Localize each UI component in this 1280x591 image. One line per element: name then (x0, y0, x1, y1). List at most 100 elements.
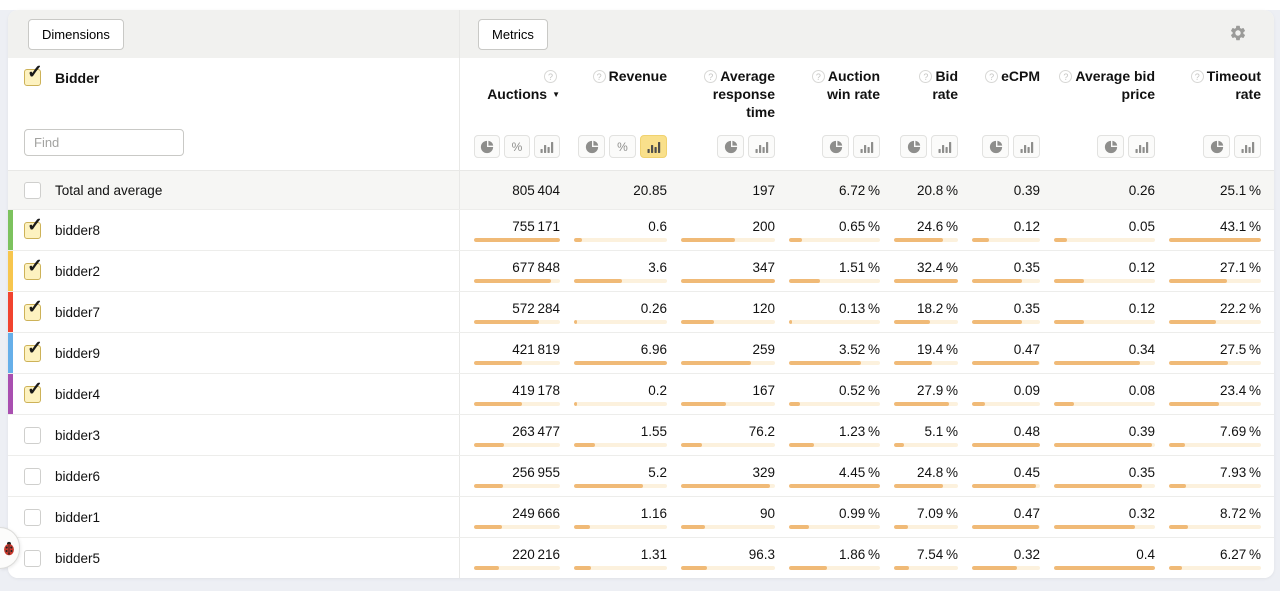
percent-toggle-button[interactable]: % (504, 135, 530, 158)
bars-toggle-button[interactable] (640, 135, 667, 158)
pie-toggle-button[interactable] (1097, 135, 1124, 158)
metric-bar-fill (474, 524, 503, 529)
dimension-checkbox[interactable] (24, 61, 43, 86)
help-icon[interactable]: ? (544, 70, 557, 83)
column-header-auction-win-rate[interactable]: ? Auction win rate (775, 67, 880, 121)
help-icon[interactable]: ? (985, 70, 999, 83)
report-table-card: Dimensions Metrics Bidder ?Auctions▼?Rev… (8, 10, 1274, 578)
bars-toggle-button[interactable] (931, 135, 958, 158)
row-metrics: 572 284 0.26 120 0.13 % 18.2 % 0.35 0.12 22.2 % (460, 292, 1274, 332)
row-label: bidder8 (55, 222, 101, 238)
bars-toggle-button[interactable] (1234, 135, 1261, 158)
column-header-timeout-rate[interactable]: ? Timeout rate (1155, 67, 1261, 121)
pie-toggle-button[interactable] (474, 135, 500, 158)
column-header-revenue[interactable]: ? Revenue (560, 67, 667, 121)
help-icon[interactable]: ? (1059, 70, 1073, 83)
column-header-bid-rate[interactable]: ? Bid rate (880, 67, 958, 121)
row-label: bidder1 (55, 509, 101, 525)
metric-bar (681, 524, 775, 529)
metric-value: 0.45 (1013, 464, 1040, 480)
metric-bar-fill (574, 565, 592, 570)
metric-value: 0.6 (648, 218, 667, 234)
row-checkbox[interactable] (24, 181, 41, 199)
row-checkbox[interactable] (24, 508, 41, 526)
metric-bar (681, 483, 775, 488)
row-checkbox[interactable] (24, 296, 43, 321)
help-icon[interactable]: ? (1190, 70, 1204, 83)
row-checkbox[interactable] (24, 378, 43, 403)
row-label: bidder5 (55, 550, 101, 566)
column-labels-row: ?Auctions ▼? Revenue? Average response time… (460, 58, 1269, 121)
metric-value: 329 (752, 464, 775, 480)
help-icon[interactable]: ? (592, 70, 606, 83)
column-header-auctions[interactable]: ? Auctions ▼ (460, 67, 560, 121)
metric-bar-fill (972, 237, 989, 242)
row-checkbox[interactable] (24, 214, 43, 239)
percent-toggle-button[interactable]: % (609, 135, 636, 158)
metric-bar-fill (574, 360, 667, 365)
metric-bar (474, 237, 560, 242)
metric-bar-fill (474, 319, 540, 324)
pie-toggle-button[interactable] (822, 135, 849, 158)
bar-chart-icon (755, 141, 768, 153)
metric-bar (574, 319, 667, 324)
row-metrics: 220 216 1.31 96.3 1.86 % 7.54 % 0.32 0.4 6.27 % (460, 538, 1274, 578)
settings-gear-button[interactable] (1228, 24, 1248, 44)
view-toggle-group-bid-rate (880, 135, 958, 158)
metric-value: 25.1 % (1220, 182, 1261, 198)
bars-toggle-button[interactable] (853, 135, 880, 158)
help-icon[interactable]: ? (919, 70, 933, 83)
metric-bar (574, 442, 667, 447)
metric-bar-fill (789, 401, 800, 406)
row-checkbox[interactable] (24, 467, 41, 485)
pie-toggle-button[interactable] (1203, 135, 1230, 158)
metric-value: 0.39 (1013, 182, 1040, 198)
metric-cell-average-bid-price: 0.32 (1040, 497, 1155, 537)
help-icon[interactable]: ? (704, 70, 718, 83)
row-metrics: 419 178 0.2 167 0.52 % 27.9 % 0.09 0.08 23.4 % (460, 374, 1274, 414)
metric-cell-bid-rate: 32.4 % (880, 251, 958, 291)
metric-cell-ecpm: 0.47 (958, 497, 1040, 537)
metric-value: 0.34 (1128, 341, 1155, 357)
metric-bar (681, 401, 775, 406)
dimension-title: Bidder (55, 69, 100, 86)
bars-toggle-button[interactable] (534, 135, 560, 158)
metric-value: 0.35 (1013, 300, 1040, 316)
metric-cell-timeout-rate: 6.27 % (1155, 538, 1261, 578)
bug-report-tab[interactable] (0, 527, 20, 569)
metric-value: 1.31 (640, 546, 667, 562)
metric-value: 0.39 (1128, 423, 1155, 439)
metric-cell-ecpm: 0.32 (958, 538, 1040, 578)
metric-value: 256 955 (512, 464, 560, 480)
column-header-ecpm[interactable]: ? eCPM (958, 67, 1040, 121)
pie-toggle-button[interactable] (900, 135, 927, 158)
pie-toggle-button[interactable] (717, 135, 744, 158)
metric-cell-ecpm: 0.39 (958, 171, 1040, 209)
metric-bar-fill (894, 360, 933, 365)
metric-cell-ecpm: 0.45 (958, 456, 1040, 496)
metric-cell-auctions: 419 178 (460, 374, 560, 414)
metric-cell-revenue: 0.6 (560, 210, 667, 250)
metric-cell-average-response-time: 96.3 (667, 538, 775, 578)
metric-bar (972, 442, 1040, 447)
dimensions-button[interactable]: Dimensions (28, 18, 124, 50)
row-checkbox[interactable] (24, 549, 41, 567)
bars-toggle-button[interactable] (1013, 135, 1040, 158)
row-checkbox[interactable] (24, 255, 43, 280)
metric-bar (894, 483, 958, 488)
pie-toggle-button[interactable] (982, 135, 1009, 158)
row-metrics: 805 404 20.85 197 6.72 % 20.8 % 0.39 0.26 25.1 … (460, 171, 1274, 209)
bars-toggle-button[interactable] (748, 135, 775, 158)
column-header-average-response-time[interactable]: ? Average response time (667, 67, 775, 121)
metric-bar (1054, 483, 1155, 488)
help-icon[interactable]: ? (811, 70, 825, 83)
metrics-button[interactable]: Metrics (478, 18, 548, 50)
metric-bar-fill (681, 360, 752, 365)
row-checkbox[interactable] (24, 426, 41, 444)
find-input[interactable] (24, 129, 184, 156)
bars-toggle-button[interactable] (1128, 135, 1155, 158)
column-header-average-bid-price[interactable]: ? Average bid price (1040, 67, 1155, 121)
pie-toggle-button[interactable] (578, 135, 605, 158)
row-checkbox[interactable] (24, 337, 43, 362)
metric-bar (1054, 565, 1155, 570)
